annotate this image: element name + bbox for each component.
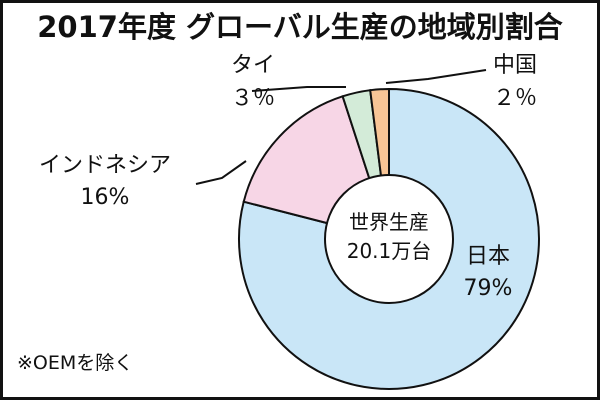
chart-title: 2017年度 グローバル生産の地域別割合 (37, 10, 563, 44)
slice-label-china-name: 中国 (493, 53, 537, 78)
slice-label-china-value: ２％ (493, 86, 537, 111)
slice-label-thailand-value: ３％ (231, 86, 275, 111)
slice-label-indonesia-name: インドネシア (39, 153, 171, 178)
center-label-total-title: 世界生産 (349, 210, 429, 234)
donut-hole (324, 174, 454, 304)
leader-line-thailand (251, 86, 346, 92)
chart-note: ※OEMを除く (17, 352, 133, 374)
slice-label-japan-value: 79% (464, 276, 513, 301)
center-label-total-value: 20.1万台 (347, 239, 432, 263)
leader-line-indonesia (195, 160, 247, 185)
slice-label-indonesia-value: 16% (81, 185, 130, 210)
slice-label-japan-name: 日本 (466, 244, 510, 269)
leader-line-china (385, 69, 487, 84)
slice-label-thailand-name: タイ (231, 53, 275, 78)
